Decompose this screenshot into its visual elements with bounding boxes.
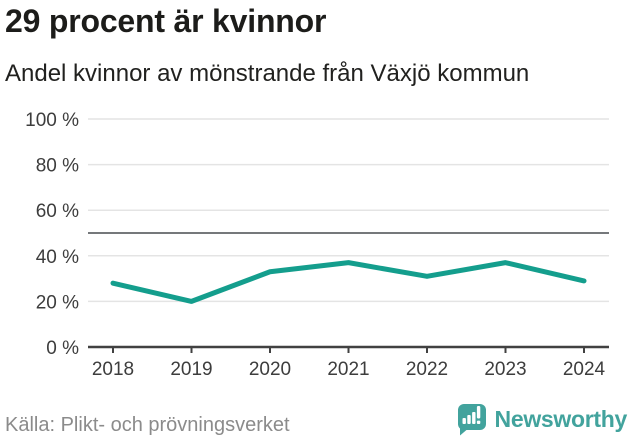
page-title: 29 procent är kvinnor (5, 3, 327, 39)
x-axis-tick-label: 2024 (563, 359, 606, 380)
y-axis-tick-label: 0 % (46, 338, 79, 359)
newsworthy-bar-chart-icon (457, 404, 486, 436)
x-axis-tick-label: 2021 (327, 359, 369, 380)
y-axis-tick-label: 80 % (36, 156, 79, 177)
y-axis-tick-label: 40 % (36, 247, 79, 268)
source-note: Källa: Plikt- och prövningsverket (5, 414, 290, 436)
x-axis-tick-label: 2019 (170, 359, 212, 380)
y-axis-tick-label: 60 % (36, 201, 79, 222)
x-axis-tick-label: 2022 (406, 359, 448, 380)
x-axis-tick-label: 2018 (92, 359, 134, 380)
y-axis-tick-label: 100 % (25, 110, 79, 131)
brand-name: Newsworthy (494, 405, 628, 432)
x-axis-tick-label: 2023 (484, 359, 526, 380)
data-line (110, 260, 587, 304)
newsworthy-logo: Newsworthy (454, 401, 627, 437)
line-chart-canvas: 0 % 20 % 40 % 60 % 80 % 100 % 2018 2019 2020 2021… (25, 110, 609, 380)
chart-subtitle: Andel kvinnor av mönstrande från Växjö k… (5, 60, 530, 87)
y-axis-tick-label: 20 % (36, 292, 79, 313)
x-axis-tick-label: 2020 (249, 359, 291, 380)
